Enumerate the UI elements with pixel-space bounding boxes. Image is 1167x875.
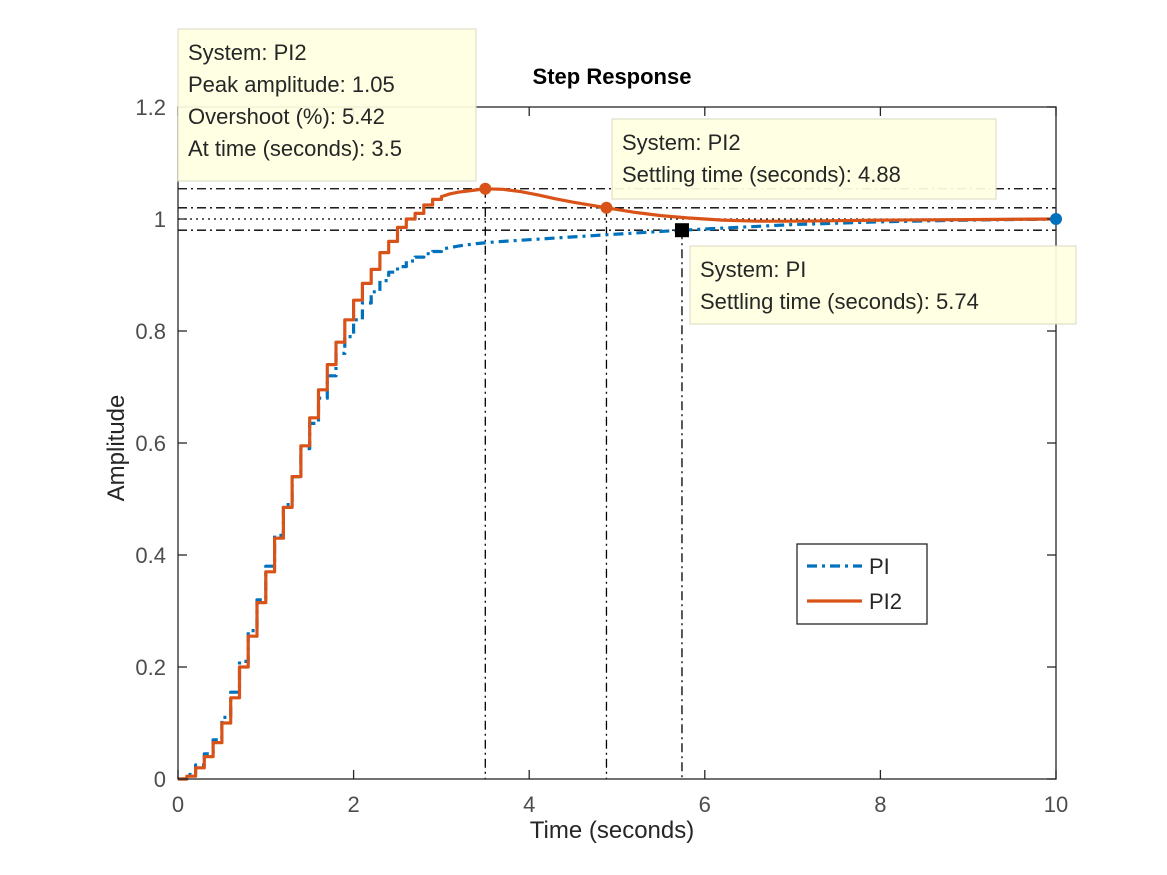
legend: PI PI2	[796, 543, 928, 625]
series-line-pi2	[178, 187, 1057, 781]
datatip-line: Overshoot (%): 5.42	[188, 104, 385, 129]
y-tick-label: 0.4	[135, 543, 166, 568]
datatip-line: System: PI	[700, 257, 806, 282]
final-value-marker	[1050, 213, 1062, 225]
datatip-point	[479, 182, 492, 195]
y-axis-label: Amplitude	[103, 395, 130, 502]
x-axis-label: Time (seconds)	[530, 817, 694, 844]
datatip-line: Peak amplitude: 1.05	[188, 72, 395, 97]
y-tick-label: 0.8	[135, 319, 166, 344]
tick-marks: 0 2 4 6 8 10 0 0.2 0.4 0.6 0.8 1 1.2	[135, 95, 1068, 817]
datatip-line: System: PI2	[622, 130, 741, 155]
y-tick-label: 0	[154, 767, 166, 792]
x-tick-label: 4	[523, 792, 535, 817]
x-tick-label: 2	[347, 792, 359, 817]
legend-box	[796, 543, 928, 625]
legend-entry: PI	[869, 554, 890, 579]
legend-entry: PI2	[869, 589, 902, 614]
datatip-point	[600, 201, 613, 214]
datatip-box	[177, 28, 477, 182]
datatip-line: At time (seconds): 3.5	[188, 136, 402, 161]
datatip-line: Settling time (seconds): 5.74	[700, 289, 979, 314]
y-tick-label: 0.2	[135, 655, 166, 680]
chart-title: Step Response	[533, 64, 692, 89]
series-line-pi	[178, 217, 1057, 781]
datatip-line: System: PI2	[188, 40, 307, 65]
datatips: System: PI2 Peak amplitude: 1.05 Overshoot…	[177, 28, 1077, 325]
datatip-box	[689, 245, 1077, 325]
x-tick-label: 10	[1044, 792, 1068, 817]
x-tick-label: 6	[699, 792, 711, 817]
datatip-box	[611, 118, 997, 200]
data-markers	[479, 182, 1062, 238]
y-tick-label: 1.2	[135, 95, 166, 120]
y-tick-label: 1	[154, 207, 166, 232]
y-tick-label: 0.6	[135, 431, 166, 456]
x-tick-label: 0	[172, 792, 184, 817]
x-tick-label: 8	[874, 792, 886, 817]
datatip-line: Settling time (seconds): 4.88	[622, 162, 901, 187]
datatip-point-square	[674, 223, 689, 238]
series-lines	[178, 187, 1057, 781]
